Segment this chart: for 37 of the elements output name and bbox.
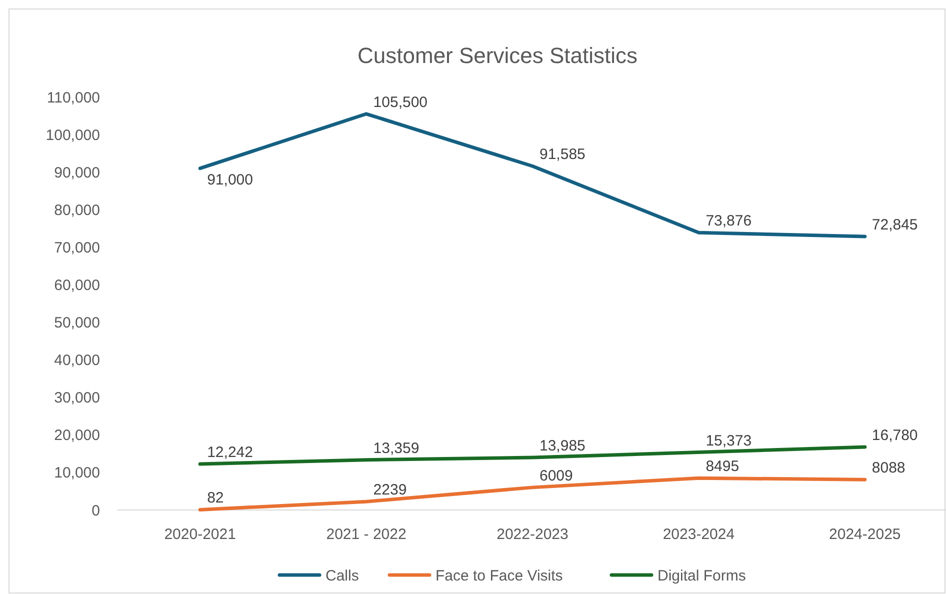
- y-tick-label: 20,000: [54, 427, 100, 444]
- y-tick-label: 50,000: [54, 314, 100, 332]
- y-tick-label: 60,000: [54, 276, 100, 294]
- data-label: 73,876: [706, 212, 752, 230]
- y-tick-label: 10,000: [54, 464, 100, 482]
- y-tick-label: 70,000: [54, 239, 100, 256]
- x-tick-label: 2021 - 2022: [326, 526, 406, 543]
- data-label: 2239: [373, 482, 407, 499]
- data-label: 12,242: [207, 444, 253, 462]
- data-label: 13,359: [373, 440, 420, 457]
- y-tick-label: 0: [92, 502, 100, 520]
- x-tick-label: 2024-2025: [829, 526, 901, 543]
- legend-label: Digital Forms: [658, 567, 746, 584]
- data-label: 16,780: [872, 427, 918, 444]
- data-label: 72,845: [872, 216, 918, 234]
- data-label: 15,373: [706, 432, 752, 450]
- y-tick-label: 40,000: [54, 352, 100, 370]
- x-tick-label: 2023-2024: [662, 526, 735, 543]
- chart-title: Customer Services Statistics: [358, 43, 638, 68]
- y-tick-label: 100,000: [46, 126, 100, 144]
- x-tick-label: 2022-2023: [496, 526, 568, 543]
- y-tick-label: 80,000: [54, 202, 100, 219]
- x-tick-label: 2020-2021: [164, 526, 236, 543]
- data-label: 91,000: [207, 171, 253, 188]
- data-label: 91,585: [540, 146, 586, 164]
- legend-label: Face to Face Visits: [436, 567, 563, 584]
- y-tick-label: 30,000: [54, 390, 100, 407]
- legend-label: Calls: [326, 567, 359, 584]
- data-label: 8495: [706, 458, 740, 476]
- y-tick-label: 110,000: [46, 89, 100, 106]
- data-label: 13,985: [540, 437, 586, 454]
- data-label: 82: [207, 490, 224, 507]
- data-label: 6009: [540, 467, 573, 484]
- data-label: 8088: [872, 460, 906, 477]
- data-label: 105,500: [373, 94, 428, 111]
- y-tick-label: 90,000: [54, 164, 100, 182]
- line-series: [198, 112, 867, 238]
